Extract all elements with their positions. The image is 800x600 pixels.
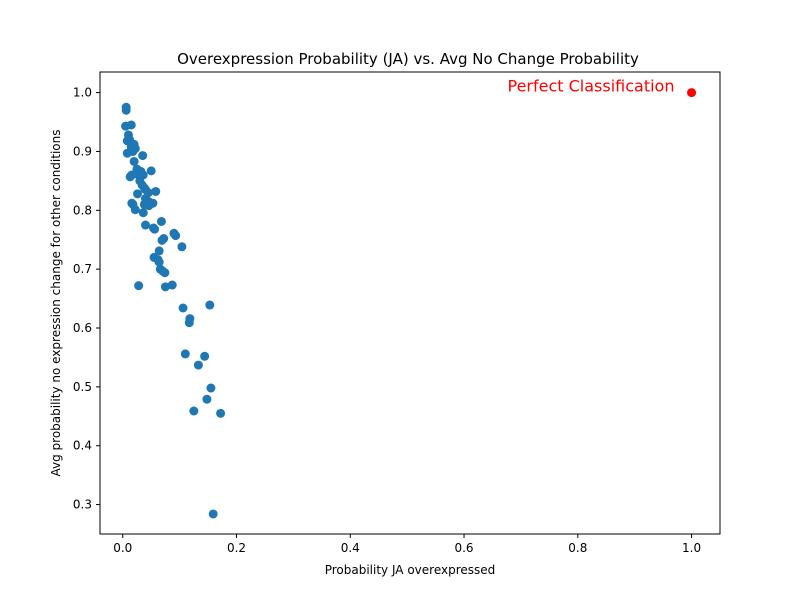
data-point — [138, 151, 148, 161]
y-tick-label: 0.5 — [73, 380, 92, 394]
annotations: Perfect Classification — [507, 77, 674, 96]
data-point — [189, 406, 199, 416]
data-point — [126, 142, 136, 152]
perfect-classification-point — [687, 88, 697, 98]
data-point — [129, 156, 139, 166]
data-point — [167, 280, 177, 290]
x-tick-label: 0.6 — [454, 541, 473, 555]
x-tick-label: 0.2 — [227, 541, 246, 555]
data-point — [160, 268, 170, 278]
data-point — [126, 120, 136, 130]
data-point — [160, 282, 170, 292]
data-point — [206, 383, 216, 393]
data-point — [134, 281, 144, 291]
annotation-perfect-classification: Perfect Classification — [507, 77, 674, 96]
y-tick-label: 0.3 — [73, 498, 92, 512]
plot-area: 0.0 0.2 0.4 0.6 0.8 1.0 0.3 0.4 0.5 0.6 0.7 0.8 0.9… — [73, 71, 721, 555]
data-point — [154, 257, 164, 267]
x-axis: 0.0 0.2 0.4 0.6 0.8 1.0 — [113, 534, 701, 555]
x-tick-label: 0.8 — [568, 541, 587, 555]
data-point — [154, 246, 164, 256]
x-tick-label: 1.0 — [682, 541, 701, 555]
y-axis: 0.3 0.4 0.5 0.6 0.7 0.8 0.9 1.0 — [73, 86, 100, 512]
data-point — [205, 300, 215, 310]
y-tick-label: 0.9 — [73, 144, 92, 158]
y-tick-label: 0.4 — [73, 439, 92, 453]
data-point — [133, 189, 143, 199]
data-point — [144, 201, 154, 211]
data-point — [125, 172, 135, 182]
data-point — [202, 394, 212, 404]
data-point — [193, 360, 203, 370]
data-point — [208, 509, 218, 519]
x-tick-label: 0.4 — [341, 541, 360, 555]
x-axis-label: Probability JA overexpressed — [325, 563, 496, 577]
data-point — [156, 216, 166, 226]
data-point — [200, 351, 210, 361]
data-point — [216, 408, 226, 418]
data-point — [121, 105, 131, 115]
chart-title: Overexpression Probability (JA) vs. Avg … — [177, 50, 639, 68]
data-point — [150, 224, 160, 234]
y-tick-label: 1.0 — [73, 86, 92, 100]
data-point — [177, 242, 187, 252]
data-point — [180, 349, 190, 359]
data-point — [146, 166, 156, 176]
y-axis-label: Avg probability no expression change for… — [49, 130, 63, 477]
y-tick-label: 0.7 — [73, 262, 92, 276]
data-point — [171, 231, 181, 241]
data-point — [130, 205, 140, 215]
data-point — [141, 220, 151, 230]
y-tick-label: 0.6 — [73, 321, 92, 335]
y-tick-label: 0.8 — [73, 203, 92, 217]
data-point — [184, 318, 194, 328]
data-point — [178, 303, 188, 313]
data-point — [138, 208, 148, 218]
plot-frame — [99, 71, 721, 535]
data-point — [157, 235, 167, 245]
data-points — [121, 88, 697, 519]
data-point — [151, 186, 161, 196]
x-tick-label: 0.0 — [113, 541, 132, 555]
